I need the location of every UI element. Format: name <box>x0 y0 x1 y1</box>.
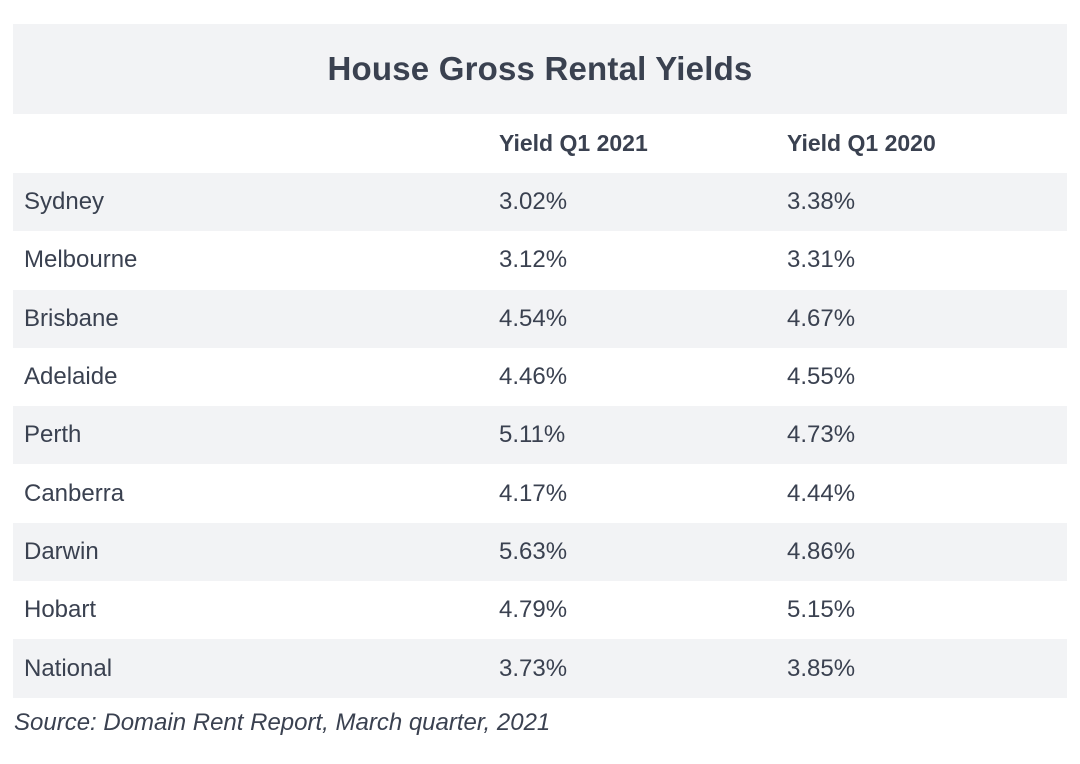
yields-table: Yield Q1 2021 Yield Q1 2020 Sydney 3.02% 3… <box>13 114 1067 698</box>
header-yield-2020: Yield Q1 2020 <box>787 130 936 156</box>
title-bar: House Gross Rental Yields <box>13 24 1067 114</box>
table-row: Canberra 4.17% 4.44% <box>13 464 1067 523</box>
header-yield-2021: Yield Q1 2021 <box>499 130 648 156</box>
row-city: National <box>24 654 113 682</box>
table-row: National 3.73% 3.85% <box>13 639 1067 698</box>
row-yield-2020: 4.55% <box>787 363 856 391</box>
row-city: Canberra <box>24 479 125 507</box>
row-yield-2021: 3.12% <box>499 246 568 274</box>
row-yield-2021: 4.17% <box>499 479 568 507</box>
row-city: Hobart <box>24 596 97 624</box>
table-title: House Gross Rental Yields <box>327 50 753 87</box>
row-yield-2021: 3.02% <box>499 188 568 216</box>
row-yield-2021: 5.11% <box>499 421 566 449</box>
table-row: Sydney 3.02% 3.38% <box>13 173 1067 232</box>
row-yield-2021: 4.79% <box>499 596 568 624</box>
row-yield-2021: 3.73% <box>499 654 568 682</box>
row-yield-2020: 4.44% <box>787 479 856 507</box>
row-city: Brisbane <box>24 304 119 332</box>
row-yield-2020: 4.73% <box>787 421 856 449</box>
row-yield-2021: 5.63% <box>499 537 568 565</box>
row-yield-2020: 3.85% <box>787 654 856 682</box>
source-note: Source: Domain Rent Report, March quarte… <box>14 709 551 736</box>
table-row: Perth 5.11% 4.73% <box>13 406 1067 465</box>
row-yield-2020: 5.15% <box>787 596 856 624</box>
row-yield-2020: 4.67% <box>787 304 856 332</box>
rental-yields-table-container: House Gross Rental Yields Yield Q1 2021 … <box>13 24 1067 698</box>
table-row: Hobart 4.79% 5.15% <box>13 581 1067 640</box>
table-row: Darwin 5.63% 4.86% <box>13 522 1067 582</box>
row-city: Perth <box>24 421 82 449</box>
row-city: Melbourne <box>24 246 138 274</box>
row-city: Sydney <box>24 188 105 216</box>
header-row: Yield Q1 2021 Yield Q1 2020 <box>13 114 1067 173</box>
table-row: Melbourne 3.12% 3.31% <box>13 231 1067 290</box>
row-yield-2020: 3.38% <box>787 188 856 216</box>
row-city: Adelaide <box>24 363 118 391</box>
row-yield-2021: 4.54% <box>499 304 568 332</box>
header-city <box>13 114 499 173</box>
table-body: Sydney 3.02% 3.38% Melbourne 3.12% 3.31% Brisb… <box>13 173 1067 698</box>
row-city: Darwin <box>24 537 99 565</box>
row-yield-2020: 3.31% <box>787 246 856 274</box>
row-yield-2021: 4.46% <box>499 363 568 391</box>
table-row: Adelaide 4.46% 4.55% <box>13 347 1067 407</box>
table-row: Brisbane 4.54% 4.67% <box>13 289 1067 348</box>
row-yield-2020: 4.86% <box>787 537 856 565</box>
